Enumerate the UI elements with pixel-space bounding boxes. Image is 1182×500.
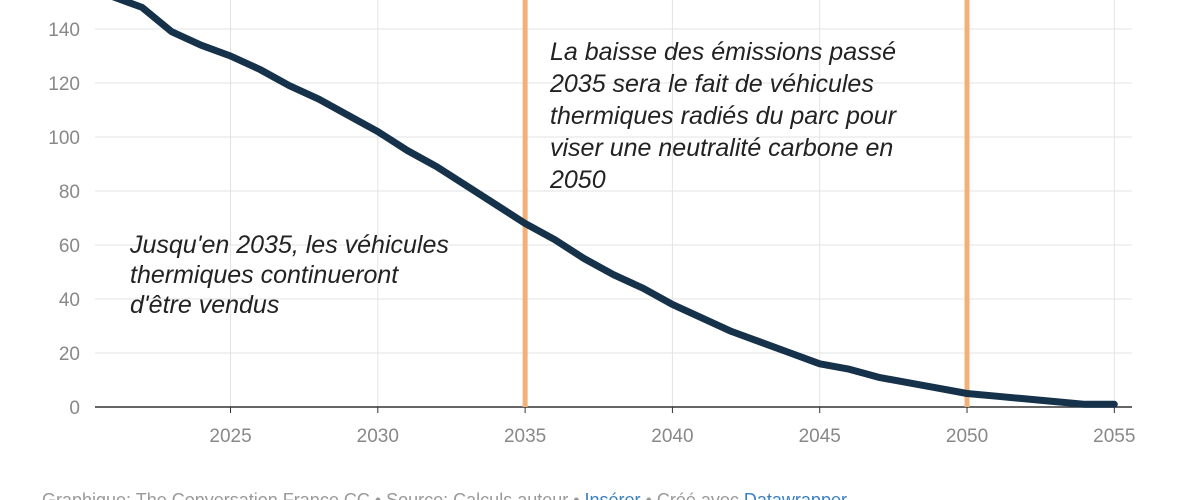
annotation: d'être vendus <box>130 291 279 319</box>
x-tick-label: 2040 <box>651 426 693 447</box>
y-tick-label: 140 <box>48 20 80 41</box>
footer-text: • Créé avec <box>641 490 744 500</box>
annotation: viser une neutralité carbone en <box>550 134 893 162</box>
y-tick-label: 100 <box>48 128 80 149</box>
y-tick-label: 40 <box>59 290 80 311</box>
annotation: thermiques continueront <box>130 261 399 289</box>
x-tick-label: 2050 <box>946 426 988 447</box>
annotation: Jusqu'en 2035, les véhicules <box>129 231 449 259</box>
annotation: La baisse des émissions passé <box>550 38 896 66</box>
y-tick-label: 120 <box>48 74 80 95</box>
x-tick-label: 2035 <box>504 426 546 447</box>
x-tick-label: 2055 <box>1093 426 1135 447</box>
annotation: 2050 <box>549 166 606 194</box>
y-tick-label: 0 <box>69 398 80 419</box>
annotation: thermiques radiés du parc pour <box>550 102 898 130</box>
footer: Graphique: The Conversation France CC • … <box>42 490 847 500</box>
x-tick-label: 2030 <box>357 426 399 447</box>
y-tick-label: 60 <box>59 236 80 257</box>
y-tick-label: 20 <box>59 344 80 365</box>
footer-text: Graphique: The Conversation France CC • … <box>42 490 585 500</box>
footer-link[interactable]: Insérer <box>585 490 641 500</box>
x-tick-label: 2045 <box>799 426 841 447</box>
data-line <box>111 0 1118 408</box>
x-tick-label: 2025 <box>209 426 251 447</box>
y-tick-label: 80 <box>59 182 80 203</box>
footer-link[interactable]: Datawrapper <box>744 490 847 500</box>
annotation: 2035 sera le fait de véhicules <box>549 70 874 98</box>
